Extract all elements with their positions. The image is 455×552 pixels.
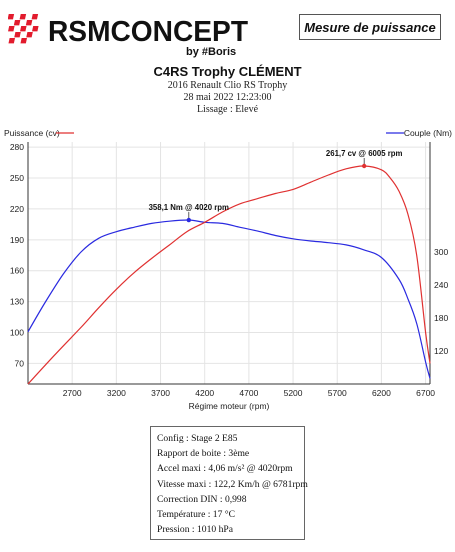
x-axis-title: Régime moteur (rpm)	[189, 401, 270, 411]
measure-badge: Mesure de puissance	[299, 14, 441, 40]
power-peak-marker	[361, 163, 367, 169]
x-tick-label: 2700	[63, 388, 82, 398]
brand-logo: RSMCONCEPT by #Boris	[8, 14, 248, 58]
x-tick-label: 4700	[239, 388, 258, 398]
run-title: C4RS Trophy CLÉMENT	[153, 64, 302, 79]
run-header: C4RS Trophy CLÉMENT 2016 Renault Clio RS…	[0, 64, 455, 116]
run-info-panel: Config : Stage 2 E85 Rapport de boite : …	[150, 426, 308, 540]
power-curve	[27, 165, 431, 385]
info-speed: Vitesse maxi : 122,2 Km/h @ 6781rpm	[157, 478, 308, 490]
chart-labels: 2700 3200 3700 4200 4700 5200 5700 6200 6700 70 10…	[4, 128, 452, 411]
run-datetime: 28 mai 2022 12:23:00	[183, 92, 272, 103]
torque-curve	[27, 219, 431, 379]
y-tick-label-power: 280	[10, 142, 24, 152]
y-tick-label-power: 160	[10, 266, 24, 276]
y-tick-label-torque: 300	[434, 247, 448, 257]
info-accel: Accel maxi : 4,06 m/s² @ 4020rpm	[157, 463, 293, 475]
x-tick-label: 6200	[372, 388, 391, 398]
info-gear: Rapport de boite : 3ème	[157, 448, 250, 460]
info-pressure: Pression : 1010 hPa	[157, 524, 233, 536]
y-tick-label-power: 100	[10, 328, 24, 338]
y-tick-label-torque: 180	[434, 313, 448, 323]
smoothing-level: Lissage : Elevé	[196, 104, 259, 115]
x-tick-label: 5200	[284, 388, 303, 398]
legend-torque-label: Couple (Nm)	[404, 128, 452, 138]
y-tick-label-power: 130	[10, 297, 24, 307]
torque-peak-marker	[186, 217, 191, 223]
y-tick-label-power: 70	[15, 358, 25, 368]
chart-grid	[28, 142, 430, 384]
chart-series	[27, 165, 431, 385]
y-tick-label-power: 250	[10, 173, 24, 183]
measure-badge-label: Mesure de puissance	[304, 19, 436, 35]
checkered-flag-icon	[8, 14, 39, 44]
legend-power-label: Puissance (cv)	[4, 128, 60, 138]
power-torque-chart: 2700 3200 3700 4200 4700 5200 5700 6200 6700 70 10…	[4, 128, 452, 411]
y-tick-label-torque: 240	[434, 280, 448, 290]
info-temp: Température : 17 °C	[157, 508, 236, 520]
chart-axes	[27, 142, 431, 385]
x-tick-label: 3200	[107, 388, 126, 398]
info-din: Correction DIN : 0,998	[157, 493, 247, 505]
info-config: Config : Stage 2 E85	[157, 433, 238, 444]
y-tick-label-power: 220	[10, 204, 24, 214]
x-tick-label: 6700	[416, 388, 435, 398]
power-peak-label: 261,7 cv @ 6005 rpm	[326, 149, 403, 158]
torque-peak-label: 358,1 Nm @ 4020 rpm	[149, 203, 229, 212]
brand-byline: by #Boris	[186, 46, 236, 58]
vehicle-name: 2016 Renault Clio RS Trophy	[167, 80, 288, 91]
x-tick-label: 5700	[328, 388, 347, 398]
y-tick-label-torque: 120	[434, 346, 448, 356]
brand-name: RSMCONCEPT	[48, 16, 248, 48]
y-tick-label-power: 190	[10, 235, 24, 245]
x-tick-label: 4200	[195, 388, 214, 398]
x-tick-label: 3700	[151, 388, 170, 398]
